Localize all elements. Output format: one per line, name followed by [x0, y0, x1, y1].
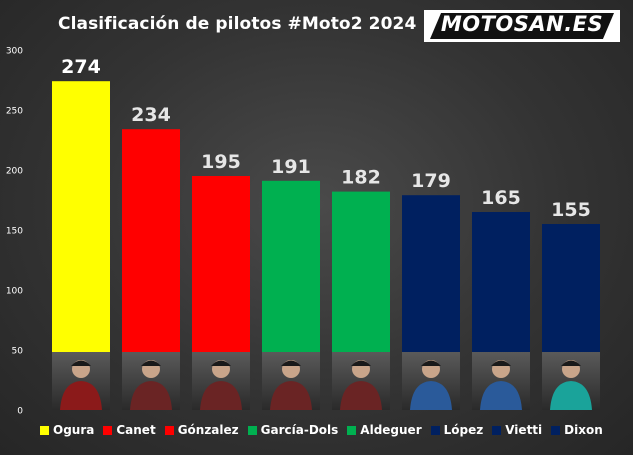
rider-shoulders	[550, 381, 592, 410]
legend-item: Aldeguer	[347, 423, 422, 437]
legend-swatch	[103, 425, 113, 435]
y-tick-label: 250	[6, 107, 23, 117]
rider-cap	[421, 360, 441, 366]
legend-item: Gónzalez	[164, 423, 239, 437]
data-label: 182	[341, 167, 381, 189]
legend-label: Dixon	[564, 423, 603, 437]
legend-item: García-Dols	[247, 423, 339, 437]
legend-swatch	[430, 425, 440, 435]
legend-swatch	[247, 425, 257, 435]
rider-shoulders	[130, 381, 172, 410]
data-label: 179	[411, 170, 451, 192]
legend-item: Ogura	[40, 423, 94, 437]
data-label: 155	[551, 199, 591, 221]
data-label: 274	[61, 56, 101, 78]
logo-background	[430, 13, 614, 39]
y-tick-label: 0	[17, 407, 23, 417]
logo-text: MOTOSAN.ES	[440, 12, 604, 36]
rider-cap	[71, 360, 91, 366]
chart-legend: Ogura Canet Gónzalez García-Dols Aldeguer Lóp…	[40, 422, 603, 438]
data-label: 234	[131, 104, 171, 126]
legend-label: Aldeguer	[360, 423, 422, 437]
legend-label: García-Dols	[260, 423, 339, 437]
chart-title: Clasificación de pilotos #Moto2 2024	[58, 14, 417, 34]
data-label: 191	[271, 156, 311, 178]
y-tick-label: 300	[6, 47, 23, 57]
y-tick-label: 150	[6, 227, 23, 237]
rider-cap	[141, 360, 161, 366]
rider-cap	[351, 360, 371, 366]
motosan-logo: MOTOSAN.ES	[424, 10, 620, 42]
legend-swatch	[551, 425, 561, 435]
legend-item: Canet	[103, 423, 156, 437]
legend-item: Dixon	[551, 423, 603, 437]
rider-shoulders	[410, 381, 452, 410]
y-tick-label: 100	[6, 287, 23, 297]
data-label: 165	[481, 187, 521, 209]
rider-cap	[281, 360, 301, 366]
legend-item: López	[430, 423, 484, 437]
rider-cap	[211, 360, 231, 366]
legend-label: López	[443, 423, 484, 437]
legend-swatch	[164, 425, 174, 435]
rider-shoulders	[200, 381, 242, 410]
rider-cap	[491, 360, 511, 366]
y-tick-label: 50	[12, 347, 24, 357]
y-tick-label: 200	[6, 167, 23, 177]
legend-label: Vietti	[505, 423, 543, 437]
legend-label: Ogura	[53, 423, 95, 437]
data-label: 195	[201, 151, 241, 173]
rider-shoulders	[270, 381, 312, 410]
legend-label: Gónzalez	[177, 423, 239, 437]
legend-swatch	[347, 425, 357, 435]
rider-shoulders	[340, 381, 382, 410]
legend-item: Vietti	[492, 423, 542, 437]
rider-cap	[561, 360, 581, 366]
legend-label: Canet	[116, 423, 156, 437]
legend-swatch	[40, 425, 49, 435]
legend-swatch	[492, 425, 502, 435]
rider-shoulders	[480, 381, 522, 410]
rider-shoulders	[60, 381, 102, 410]
